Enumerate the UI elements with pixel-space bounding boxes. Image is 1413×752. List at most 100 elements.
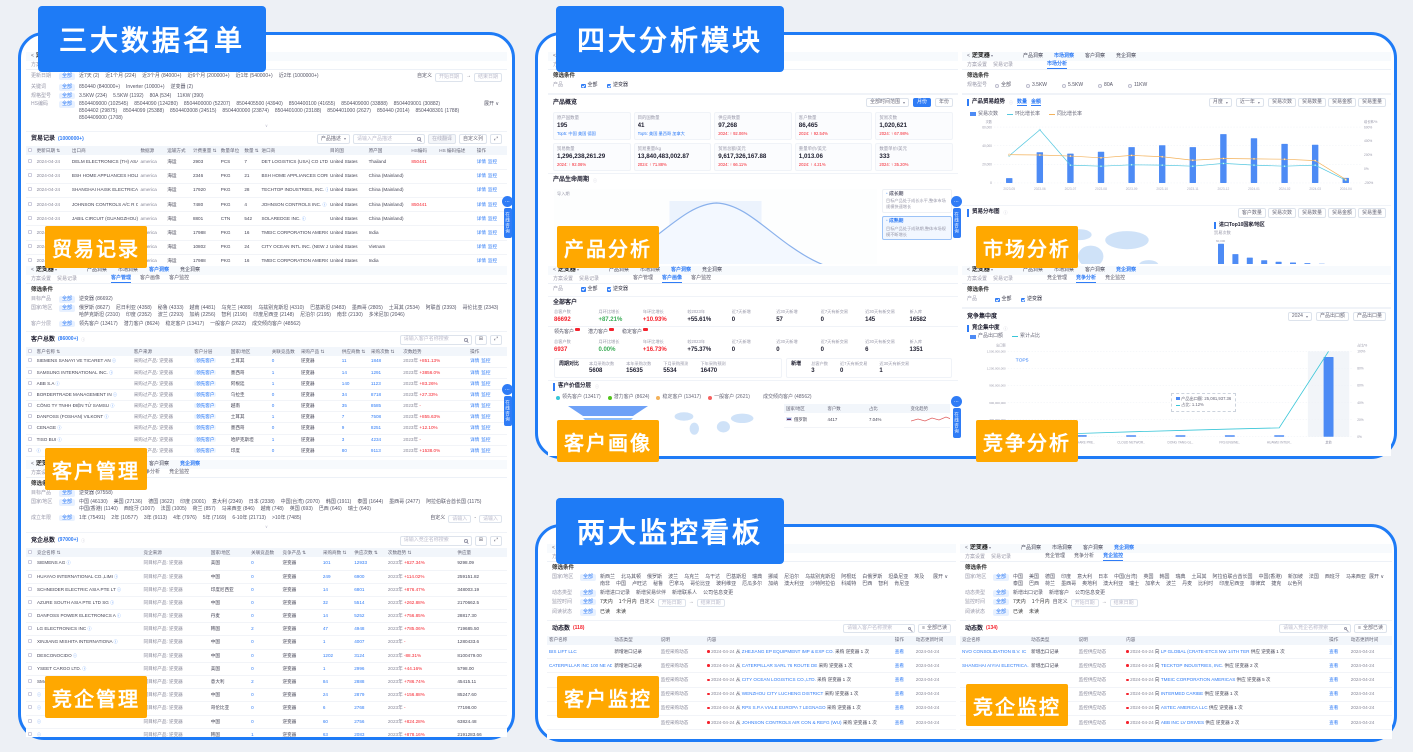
table-row[interactable]: 2024-04-24 BSH HOME APPLIANCES HOLDING ⓘ… xyxy=(26,169,507,184)
filter-option[interactable]: 美国 (27136) xyxy=(113,499,143,506)
custom-columns-icon[interactable]: ⊞ xyxy=(474,535,487,546)
column-header[interactable]: 操作 xyxy=(474,146,507,156)
filter-option[interactable]: 泰国 xyxy=(1013,581,1024,588)
column-header[interactable]: 出口商 xyxy=(69,146,139,156)
product-selector[interactable]: 逆变器▾ xyxy=(557,267,579,274)
filter-option[interactable]: 近1个月 (224) xyxy=(105,73,137,79)
column-header[interactable]: 客户名称 ⇅ xyxy=(34,347,132,357)
filter-option[interactable]: 巴西 (646) xyxy=(318,505,342,512)
detail-link[interactable]: 详情 xyxy=(470,369,480,375)
filter-option[interactable]: 比利时 xyxy=(1198,581,1214,588)
column-header[interactable]: 次数趋势 ⇅ xyxy=(385,548,456,558)
row-checkbox[interactable] xyxy=(28,573,32,578)
importer-cell[interactable]: BSH HOME APPLIANCES CORPORATION ⓘ xyxy=(259,169,329,184)
company-info-icon[interactable]: ⓘ xyxy=(66,560,71,566)
table-row[interactable]: SAMSUNG INTERNATIONAL INC. ⓘ 采购过产品: 逆变器 … xyxy=(26,367,507,379)
back-icon[interactable]: < xyxy=(967,267,970,274)
legend-yoy-growth[interactable]: 同比增长率 xyxy=(1049,111,1082,118)
customer-name-cell[interactable]: CÔNG TY TNHH ĐIỆN TỬ SAMSU ⓘ xyxy=(34,400,132,413)
filter-option[interactable]: 印度 xyxy=(1061,574,1072,581)
checkbox-product[interactable]: 逆变器 xyxy=(606,82,628,89)
column-header[interactable]: HS 编码描述 xyxy=(437,146,475,156)
filter-option[interactable]: 中国(台湾) xyxy=(1114,574,1138,581)
filter-option[interactable]: 乌兹别克斯坦 xyxy=(805,574,836,581)
filter-option[interactable]: 8504401000 (2627) xyxy=(327,108,371,114)
column-header[interactable]: 供应次数 ⇅ xyxy=(352,548,386,558)
filter-option[interactable]: 1个月内 xyxy=(618,598,637,605)
filter-option[interactable]: 以色列 xyxy=(1287,581,1303,588)
table-row[interactable]: AZURE SOUTH ASIA PTE LTD SG ⓘ 同目标产品: 逆变器… xyxy=(26,596,507,611)
filter-option[interactable]: 8504408301 (1788) xyxy=(415,108,460,114)
filter-all-button[interactable]: 全部 xyxy=(59,514,76,522)
spec-radio[interactable]: 3.5KW xyxy=(1026,82,1047,89)
filter-option[interactable]: 土耳其 (2534) xyxy=(388,305,420,312)
spec-radio[interactable]: 全部 xyxy=(995,82,1011,89)
importer-cell[interactable]: SOLAREDGE INC. ⓘ xyxy=(259,211,329,227)
column-header[interactable]: 关联竞品数 xyxy=(249,548,281,558)
filter-option[interactable]: 厄瓜多尔 xyxy=(742,581,763,588)
subtab[interactable]: 竞企管理 xyxy=(1047,275,1068,282)
main-tab[interactable]: 竞企洞察 xyxy=(180,461,201,468)
table-row[interactable]: 监控采购动态 2024-04-24 从 JOHNSON CONTROLS AIR… xyxy=(547,715,956,731)
company-info-icon[interactable]: ⓘ xyxy=(57,425,62,431)
nav-trade-records[interactable]: 贸易记录 xyxy=(993,61,1014,68)
table-row[interactable]: XINJIANG MISHITA INTERNATIONA ⓘ 同目标产品: 逆… xyxy=(26,635,507,650)
subtab[interactable]: 竞企监控 xyxy=(169,469,190,476)
filter-option[interactable]: 尼日利亚 (4358) xyxy=(115,305,152,312)
column-header[interactable]: 采购产品 ⇅ xyxy=(298,347,340,357)
main-tab[interactable]: 竞企洞察 xyxy=(1116,53,1137,60)
filter-option[interactable]: 印度尼西亚 xyxy=(1219,581,1245,588)
filter-option[interactable]: 日本 xyxy=(1098,574,1109,581)
competitor-name-cell[interactable]: YSEET CARGO LTD. ⓘ xyxy=(34,662,142,677)
filter-option[interactable]: 印度 (3001) xyxy=(180,499,206,506)
filter-option[interactable]: 中国(香港) xyxy=(1258,574,1282,581)
subtab[interactable]: 客户画像 xyxy=(140,275,161,282)
column-header[interactable]: 数量单位 xyxy=(218,146,243,156)
filter-all-button[interactable]: 全部 xyxy=(59,499,76,506)
main-tab[interactable]: 产品洞察 xyxy=(1022,267,1043,274)
view-link[interactable]: 查看 xyxy=(894,662,904,668)
table-row[interactable]: SCHNEIDER ELECTRIC ASIA PTE LT ⓘ 同目标产品: … xyxy=(26,583,507,597)
filter-option[interactable]: 近1年 (540000+) xyxy=(235,73,273,79)
row-checkbox[interactable] xyxy=(28,705,32,710)
nav-plan-settings[interactable]: 方案设置 xyxy=(31,469,52,476)
filter-option[interactable]: 乌克兰 xyxy=(684,574,700,581)
distribution-metric-button[interactable]: 贸易次数 xyxy=(1267,208,1296,218)
company-info-icon[interactable]: ⓘ xyxy=(36,692,41,698)
column-header[interactable]: 计费重量 ⇅ xyxy=(190,146,219,156)
select-all-checkbox[interactable] xyxy=(26,347,35,357)
filter-option[interactable]: 科威特 xyxy=(841,581,857,588)
nav-plan-settings[interactable]: 方案设置 xyxy=(967,61,988,68)
distribution-metric-button[interactable]: 贸易金额 xyxy=(1327,208,1356,218)
monitor-link[interactable]: 监控 xyxy=(481,369,491,375)
company-info-icon[interactable]: ⓘ xyxy=(110,403,115,409)
filter-option[interactable]: 公司信息变更 xyxy=(703,589,734,596)
nav-trade-records[interactable]: 贸易记录 xyxy=(991,553,1012,560)
detail-link[interactable]: 详情 xyxy=(470,414,480,420)
nav-plan-settings[interactable]: 方案设置 xyxy=(967,275,988,282)
product-selector[interactable]: 逆变器▾ xyxy=(971,267,993,274)
fullscreen-icon[interactable]: ⤢ xyxy=(489,535,502,546)
filter-option[interactable]: 法国 (1005) xyxy=(160,505,187,512)
filter-option[interactable]: 波兰 xyxy=(668,574,679,581)
filter-option[interactable]: 韩国 xyxy=(1159,574,1170,581)
customer-name-cell[interactable] xyxy=(547,715,613,731)
filter-option[interactable]: 阿联酋 (2393) xyxy=(425,305,457,312)
filter-option[interactable]: 挪威 xyxy=(768,574,779,581)
column-header[interactable]: 采购商数 ⇅ xyxy=(320,548,353,558)
translate-button[interactable]: 在线翻译 xyxy=(427,134,456,144)
filter-option[interactable]: 北马其顿 xyxy=(621,574,642,581)
table-row[interactable]: BIS LIFT LLC 新增进口记录 监控采购动态 2024-04-24 从 … xyxy=(547,645,956,660)
filter-option[interactable]: 马来西亚 xyxy=(1345,574,1366,581)
filter-option[interactable]: 波兰 (2293) xyxy=(157,311,184,318)
checkbox-all[interactable]: 全部 xyxy=(581,82,598,89)
filter-option[interactable]: 波兰 xyxy=(1166,581,1177,588)
row-checkbox[interactable] xyxy=(28,613,32,618)
row-checkbox[interactable] xyxy=(28,414,32,419)
row-checkbox[interactable] xyxy=(28,229,32,234)
main-tab[interactable]: 产品洞察 xyxy=(1022,53,1043,60)
filter-option[interactable]: 7天内 xyxy=(1013,598,1026,605)
product-selector[interactable]: 逆变器▾ xyxy=(35,267,57,274)
monitor-link[interactable]: 监控 xyxy=(481,447,491,453)
